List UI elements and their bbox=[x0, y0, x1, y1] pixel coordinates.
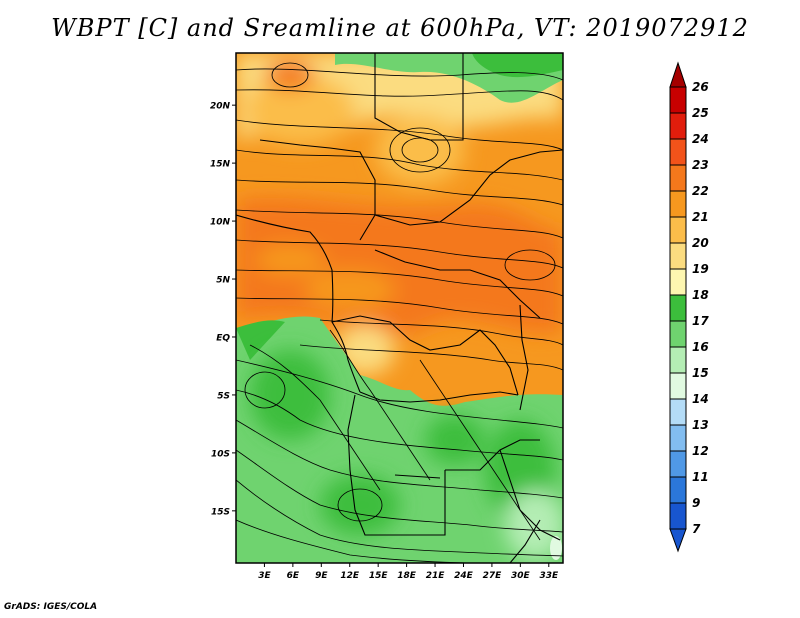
lon-tick-label: 33E bbox=[539, 571, 559, 581]
colorbar-label: 12 bbox=[692, 444, 709, 458]
map-frame bbox=[235, 52, 564, 564]
colorbar-swatch bbox=[669, 164, 687, 192]
colorbar-swatch bbox=[669, 346, 687, 374]
political-boundaries bbox=[236, 53, 563, 563]
colorbar-label: 13 bbox=[692, 418, 709, 432]
colorbar-label: 18 bbox=[692, 288, 709, 302]
colorbar-swatch bbox=[669, 476, 687, 504]
colorbar-swatch bbox=[669, 502, 687, 530]
lon-tick-label: 30E bbox=[511, 571, 531, 581]
colorbar-swatch bbox=[669, 294, 687, 322]
colorbar-swatch bbox=[669, 398, 687, 426]
colorbar: 26 25 24 23 22 21 20 19 18 17 16 15 14 13 12 11 9 7 bbox=[669, 61, 709, 553]
lon-tick-label: 12E bbox=[340, 571, 360, 581]
grads-credit: GrADS: IGES/COLA bbox=[4, 602, 98, 612]
lat-tick-label: 5S bbox=[217, 391, 230, 401]
colorbar-label: 26 bbox=[692, 80, 709, 94]
lat-tick-label: 5N bbox=[216, 276, 230, 286]
lon-tick-label: 21E bbox=[426, 571, 446, 581]
colorbar-swatch bbox=[669, 450, 687, 478]
lat-tick-label: 10N bbox=[210, 218, 231, 228]
lat-tick-label: 15N bbox=[210, 160, 231, 170]
lon-tick-label: 3E bbox=[258, 571, 271, 581]
colorbar-label: 23 bbox=[692, 158, 709, 172]
colorbar-label: 15 bbox=[692, 366, 709, 380]
lat-tick-label: 15S bbox=[211, 507, 230, 517]
chart-title: WBPT [C] and Sreamline at 600hPa, VT: 20… bbox=[51, 14, 749, 42]
wbpt-shading bbox=[236, 53, 563, 563]
colorbar-label: 25 bbox=[692, 106, 709, 120]
colorbar-swatch bbox=[669, 138, 687, 166]
colorbar-swatch bbox=[669, 242, 687, 270]
colorbar-swatch bbox=[669, 216, 687, 244]
colorbar-label: 22 bbox=[692, 184, 709, 198]
colorbar-label: 7 bbox=[692, 522, 701, 536]
lon-tick-label: 18E bbox=[397, 571, 417, 581]
colorbar-swatch bbox=[669, 86, 687, 114]
colorbar-swatch bbox=[669, 268, 687, 296]
colorbar-swatch bbox=[669, 112, 687, 140]
lat-tick-label: 20N bbox=[210, 102, 231, 112]
colorbar-swatch bbox=[669, 372, 687, 400]
colorbar-label: 24 bbox=[692, 132, 709, 146]
colorbar-label: 9 bbox=[692, 496, 700, 510]
colorbar-top-arrow bbox=[669, 61, 687, 88]
lon-tick-label: 24E bbox=[454, 571, 474, 581]
colorbar-label: 19 bbox=[692, 262, 709, 276]
lon-tick-label: 15E bbox=[369, 571, 389, 581]
colorbar-label: 11 bbox=[692, 470, 709, 484]
lon-tick-label: 9E bbox=[315, 571, 328, 581]
map-axes: 20N 15N 10N 5N EQ 5S 10S 15S 3E 6E 9E 12E 15E 18E 21E 2… bbox=[210, 102, 559, 581]
lon-tick-label: 27E bbox=[483, 571, 503, 581]
colorbar-swatch bbox=[669, 190, 687, 218]
lon-tick-label: 6E bbox=[287, 571, 300, 581]
colorbar-label: 14 bbox=[692, 392, 709, 406]
map-area: 20N 15N 10N 5N EQ 5S 10S 15S 3E 6E 9E 12E 15E 18E 21E 2… bbox=[210, 52, 564, 581]
colorbar-bottom-arrow bbox=[669, 528, 687, 553]
colorbar-label: 20 bbox=[692, 236, 709, 250]
vortex-marks bbox=[244, 62, 556, 522]
colorbar-label: 21 bbox=[692, 210, 709, 224]
colorbar-swatch bbox=[669, 320, 687, 348]
lat-tick-label: 10S bbox=[211, 449, 230, 459]
colorbar-label: 16 bbox=[692, 340, 709, 354]
colorbar-swatch bbox=[669, 424, 687, 452]
lat-tick-label: EQ bbox=[216, 333, 230, 343]
colorbar-label: 17 bbox=[692, 314, 709, 328]
